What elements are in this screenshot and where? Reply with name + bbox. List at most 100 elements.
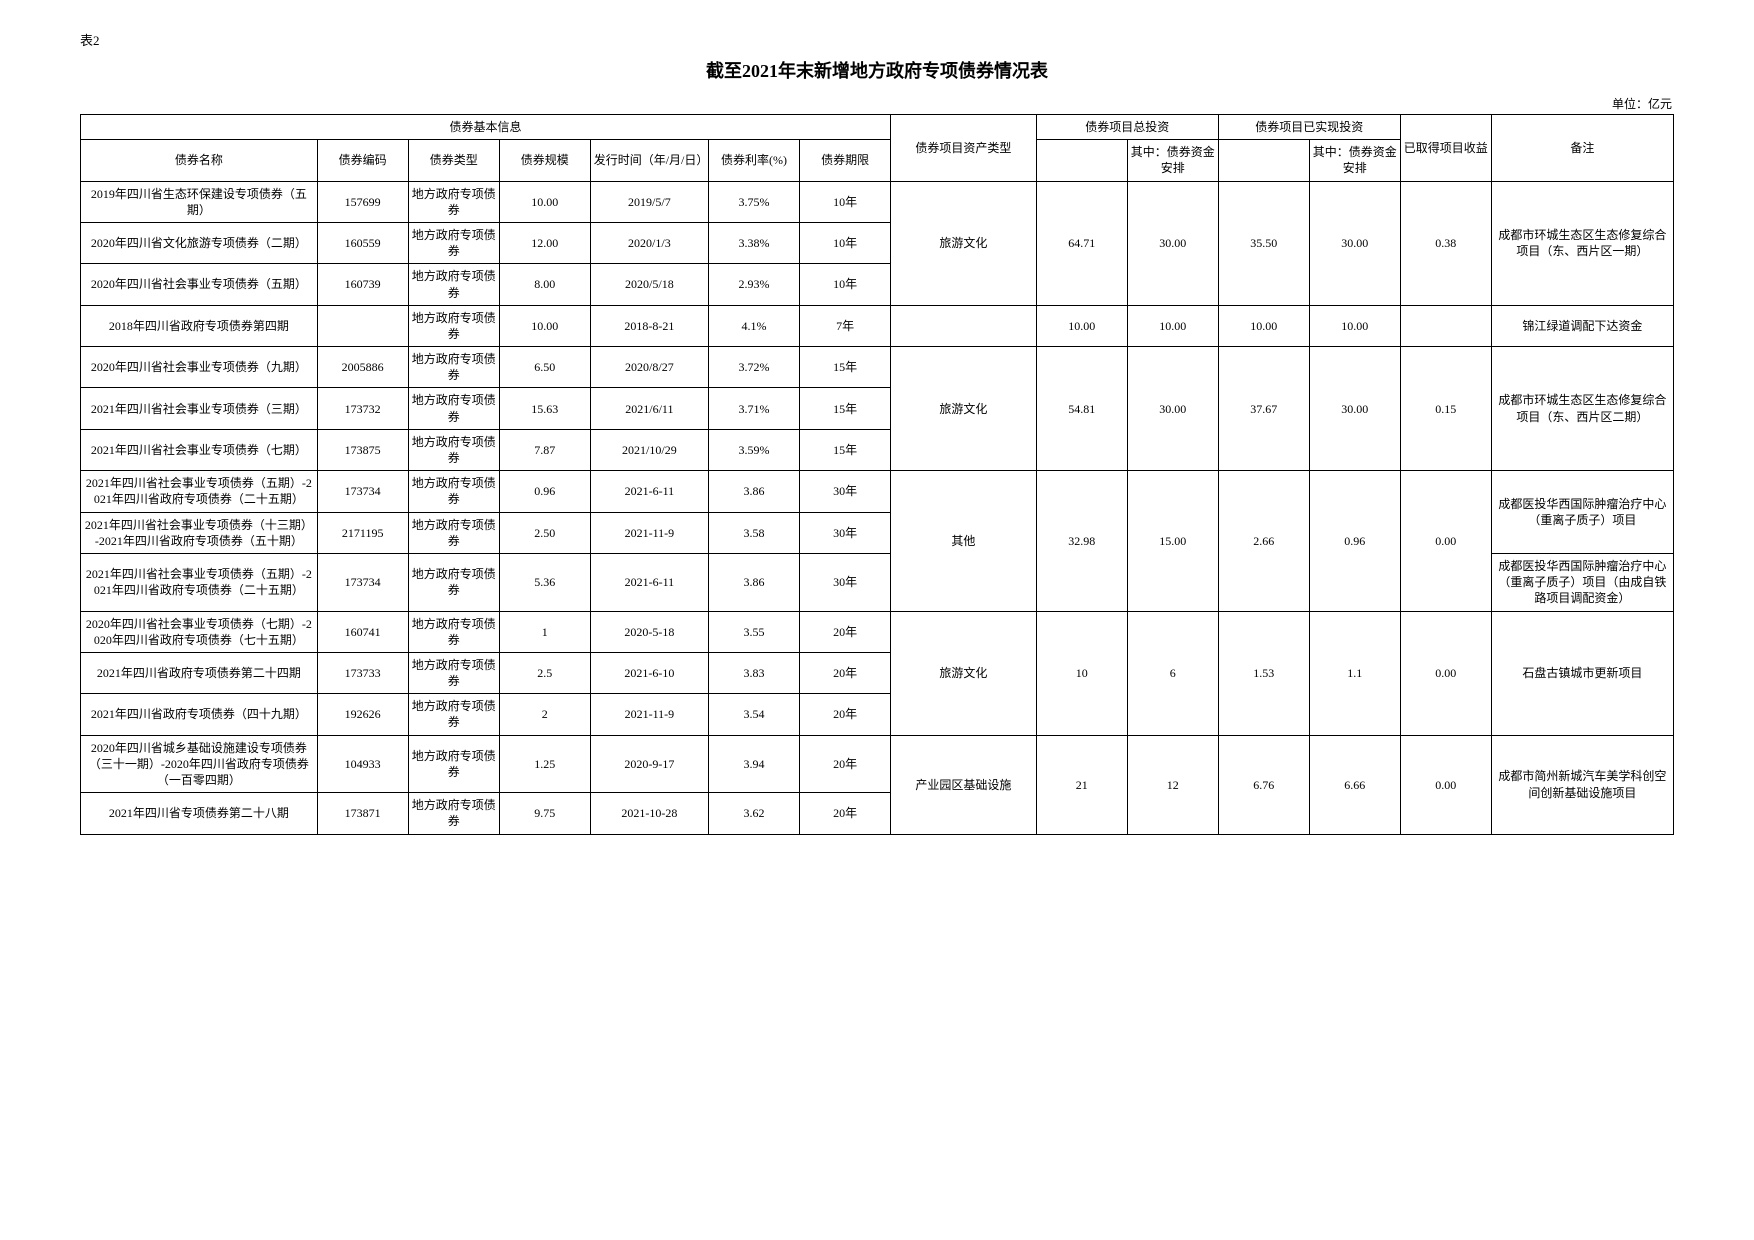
cell-date: 2020-5-18	[590, 611, 708, 652]
cell-rate: 3.72%	[709, 347, 800, 388]
cell-name: 2020年四川省社会事业专项债券（五期）	[81, 264, 318, 305]
cell-ret: 0.15	[1400, 347, 1491, 471]
cell-ret: 0.00	[1400, 471, 1491, 611]
cell-rea_total: 1.53	[1218, 611, 1309, 735]
cell-rea_total: 35.50	[1218, 181, 1309, 305]
cell-asset: 旅游文化	[891, 181, 1037, 305]
cell-note: 成都医投华西国际肿瘤治疗中心（重离子质子）项目（由成自铁路项目调配资金）	[1491, 553, 1673, 611]
bond-table: 债券基本信息 债券项目资产类型 债券项目总投资 债券项目已实现投资 已取得项目收…	[80, 114, 1674, 835]
cell-term: 10年	[800, 181, 891, 222]
cell-type: 地方政府专项债券	[408, 429, 499, 470]
unit-label: 单位：亿元	[80, 95, 1674, 112]
cell-term: 15年	[800, 388, 891, 429]
cell-term: 15年	[800, 347, 891, 388]
cell-inv_total: 21	[1036, 735, 1127, 834]
cell-type: 地方政府专项债券	[408, 553, 499, 611]
table-label: 表2	[80, 30, 1674, 49]
table-row: 2020年四川省社会事业专项债券（九期）2005886地方政府专项债券6.502…	[81, 347, 1674, 388]
cell-rate: 3.71%	[709, 388, 800, 429]
cell-date: 2020/1/3	[590, 222, 708, 263]
cell-date: 2021-6-10	[590, 652, 708, 693]
cell-type: 地方政府专项债券	[408, 347, 499, 388]
cell-term: 20年	[800, 611, 891, 652]
hdr-total-inv: 债券项目总投资	[1036, 115, 1218, 140]
cell-ret: 0.00	[1400, 735, 1491, 834]
hdr-return: 已取得项目收益	[1400, 115, 1491, 182]
cell-rea_bond: 10.00	[1309, 305, 1400, 346]
cell-type: 地方政府专项债券	[408, 611, 499, 652]
hdr-code: 债券编码	[317, 140, 408, 181]
hdr-rea-total	[1218, 140, 1309, 181]
cell-name: 2021年四川省政府专项债券第二十四期	[81, 652, 318, 693]
hdr-scale: 债券规模	[499, 140, 590, 181]
cell-date: 2020/5/18	[590, 264, 708, 305]
table-body: 2019年四川省生态环保建设专项债券（五期）157699地方政府专项债券10.0…	[81, 181, 1674, 834]
cell-inv_bond: 15.00	[1127, 471, 1218, 611]
cell-term: 15年	[800, 429, 891, 470]
cell-type: 地方政府专项债券	[408, 305, 499, 346]
cell-name: 2020年四川省社会事业专项债券（九期）	[81, 347, 318, 388]
cell-name: 2021年四川省社会事业专项债券（十三期）-2021年四川省政府专项债券（五十期…	[81, 512, 318, 553]
cell-scale: 7.87	[499, 429, 590, 470]
cell-scale: 6.50	[499, 347, 590, 388]
cell-date: 2021-11-9	[590, 694, 708, 735]
table-row: 2020年四川省城乡基础设施建设专项债券（三十一期）-2020年四川省政府专项债…	[81, 735, 1674, 793]
cell-scale: 1	[499, 611, 590, 652]
cell-scale: 1.25	[499, 735, 590, 793]
cell-note: 成都医投华西国际肿瘤治疗中心（重离子质子）项目	[1491, 471, 1673, 554]
cell-asset: 旅游文化	[891, 347, 1037, 471]
cell-rate: 3.58	[709, 512, 800, 553]
cell-rate: 3.55	[709, 611, 800, 652]
cell-code: 192626	[317, 694, 408, 735]
cell-type: 地方政府专项债券	[408, 181, 499, 222]
hdr-basic-info: 债券基本信息	[81, 115, 891, 140]
cell-rea_bond: 30.00	[1309, 347, 1400, 471]
cell-term: 10年	[800, 264, 891, 305]
cell-note: 石盘古镇城市更新项目	[1491, 611, 1673, 735]
cell-code: 2171195	[317, 512, 408, 553]
cell-rate: 3.94	[709, 735, 800, 793]
cell-rea_bond: 1.1	[1309, 611, 1400, 735]
cell-rate: 3.54	[709, 694, 800, 735]
cell-rea_total: 2.66	[1218, 471, 1309, 611]
hdr-date: 发行时间（年/月/日）	[590, 140, 708, 181]
cell-date: 2021/10/29	[590, 429, 708, 470]
cell-date: 2020-9-17	[590, 735, 708, 793]
cell-inv_total: 54.81	[1036, 347, 1127, 471]
cell-term: 7年	[800, 305, 891, 346]
cell-date: 2021-6-11	[590, 553, 708, 611]
cell-name: 2021年四川省专项债券第二十八期	[81, 793, 318, 834]
cell-rate: 3.59%	[709, 429, 800, 470]
cell-scale: 9.75	[499, 793, 590, 834]
cell-name: 2020年四川省社会事业专项债券（七期）-2020年四川省政府专项债券（七十五期…	[81, 611, 318, 652]
cell-code: 173732	[317, 388, 408, 429]
cell-name: 2021年四川省社会事业专项债券（三期）	[81, 388, 318, 429]
cell-date: 2019/5/7	[590, 181, 708, 222]
cell-name: 2021年四川省社会事业专项债券（七期）	[81, 429, 318, 470]
cell-type: 地方政府专项债券	[408, 652, 499, 693]
cell-inv_total: 10	[1036, 611, 1127, 735]
cell-term: 20年	[800, 735, 891, 793]
cell-note: 成都市环城生态区生态修复综合项目（东、西片区二期）	[1491, 347, 1673, 471]
cell-scale: 8.00	[499, 264, 590, 305]
cell-rate: 3.83	[709, 652, 800, 693]
cell-inv_bond: 6	[1127, 611, 1218, 735]
cell-code	[317, 305, 408, 346]
cell-ret: 0.00	[1400, 611, 1491, 735]
cell-scale: 10.00	[499, 181, 590, 222]
cell-scale: 0.96	[499, 471, 590, 512]
cell-scale: 10.00	[499, 305, 590, 346]
cell-rate: 3.38%	[709, 222, 800, 263]
cell-code: 157699	[317, 181, 408, 222]
cell-inv_total: 10.00	[1036, 305, 1127, 346]
cell-name: 2019年四川省生态环保建设专项债券（五期）	[81, 181, 318, 222]
hdr-rate: 债券利率(%)	[709, 140, 800, 181]
cell-date: 2018-8-21	[590, 305, 708, 346]
hdr-rea-bond: 其中：债券资金安排	[1309, 140, 1400, 181]
cell-inv_total: 32.98	[1036, 471, 1127, 611]
cell-rea_bond: 0.96	[1309, 471, 1400, 611]
cell-note: 锦江绿道调配下达资金	[1491, 305, 1673, 346]
cell-rate: 3.75%	[709, 181, 800, 222]
cell-rate: 3.86	[709, 471, 800, 512]
cell-type: 地方政府专项债券	[408, 264, 499, 305]
